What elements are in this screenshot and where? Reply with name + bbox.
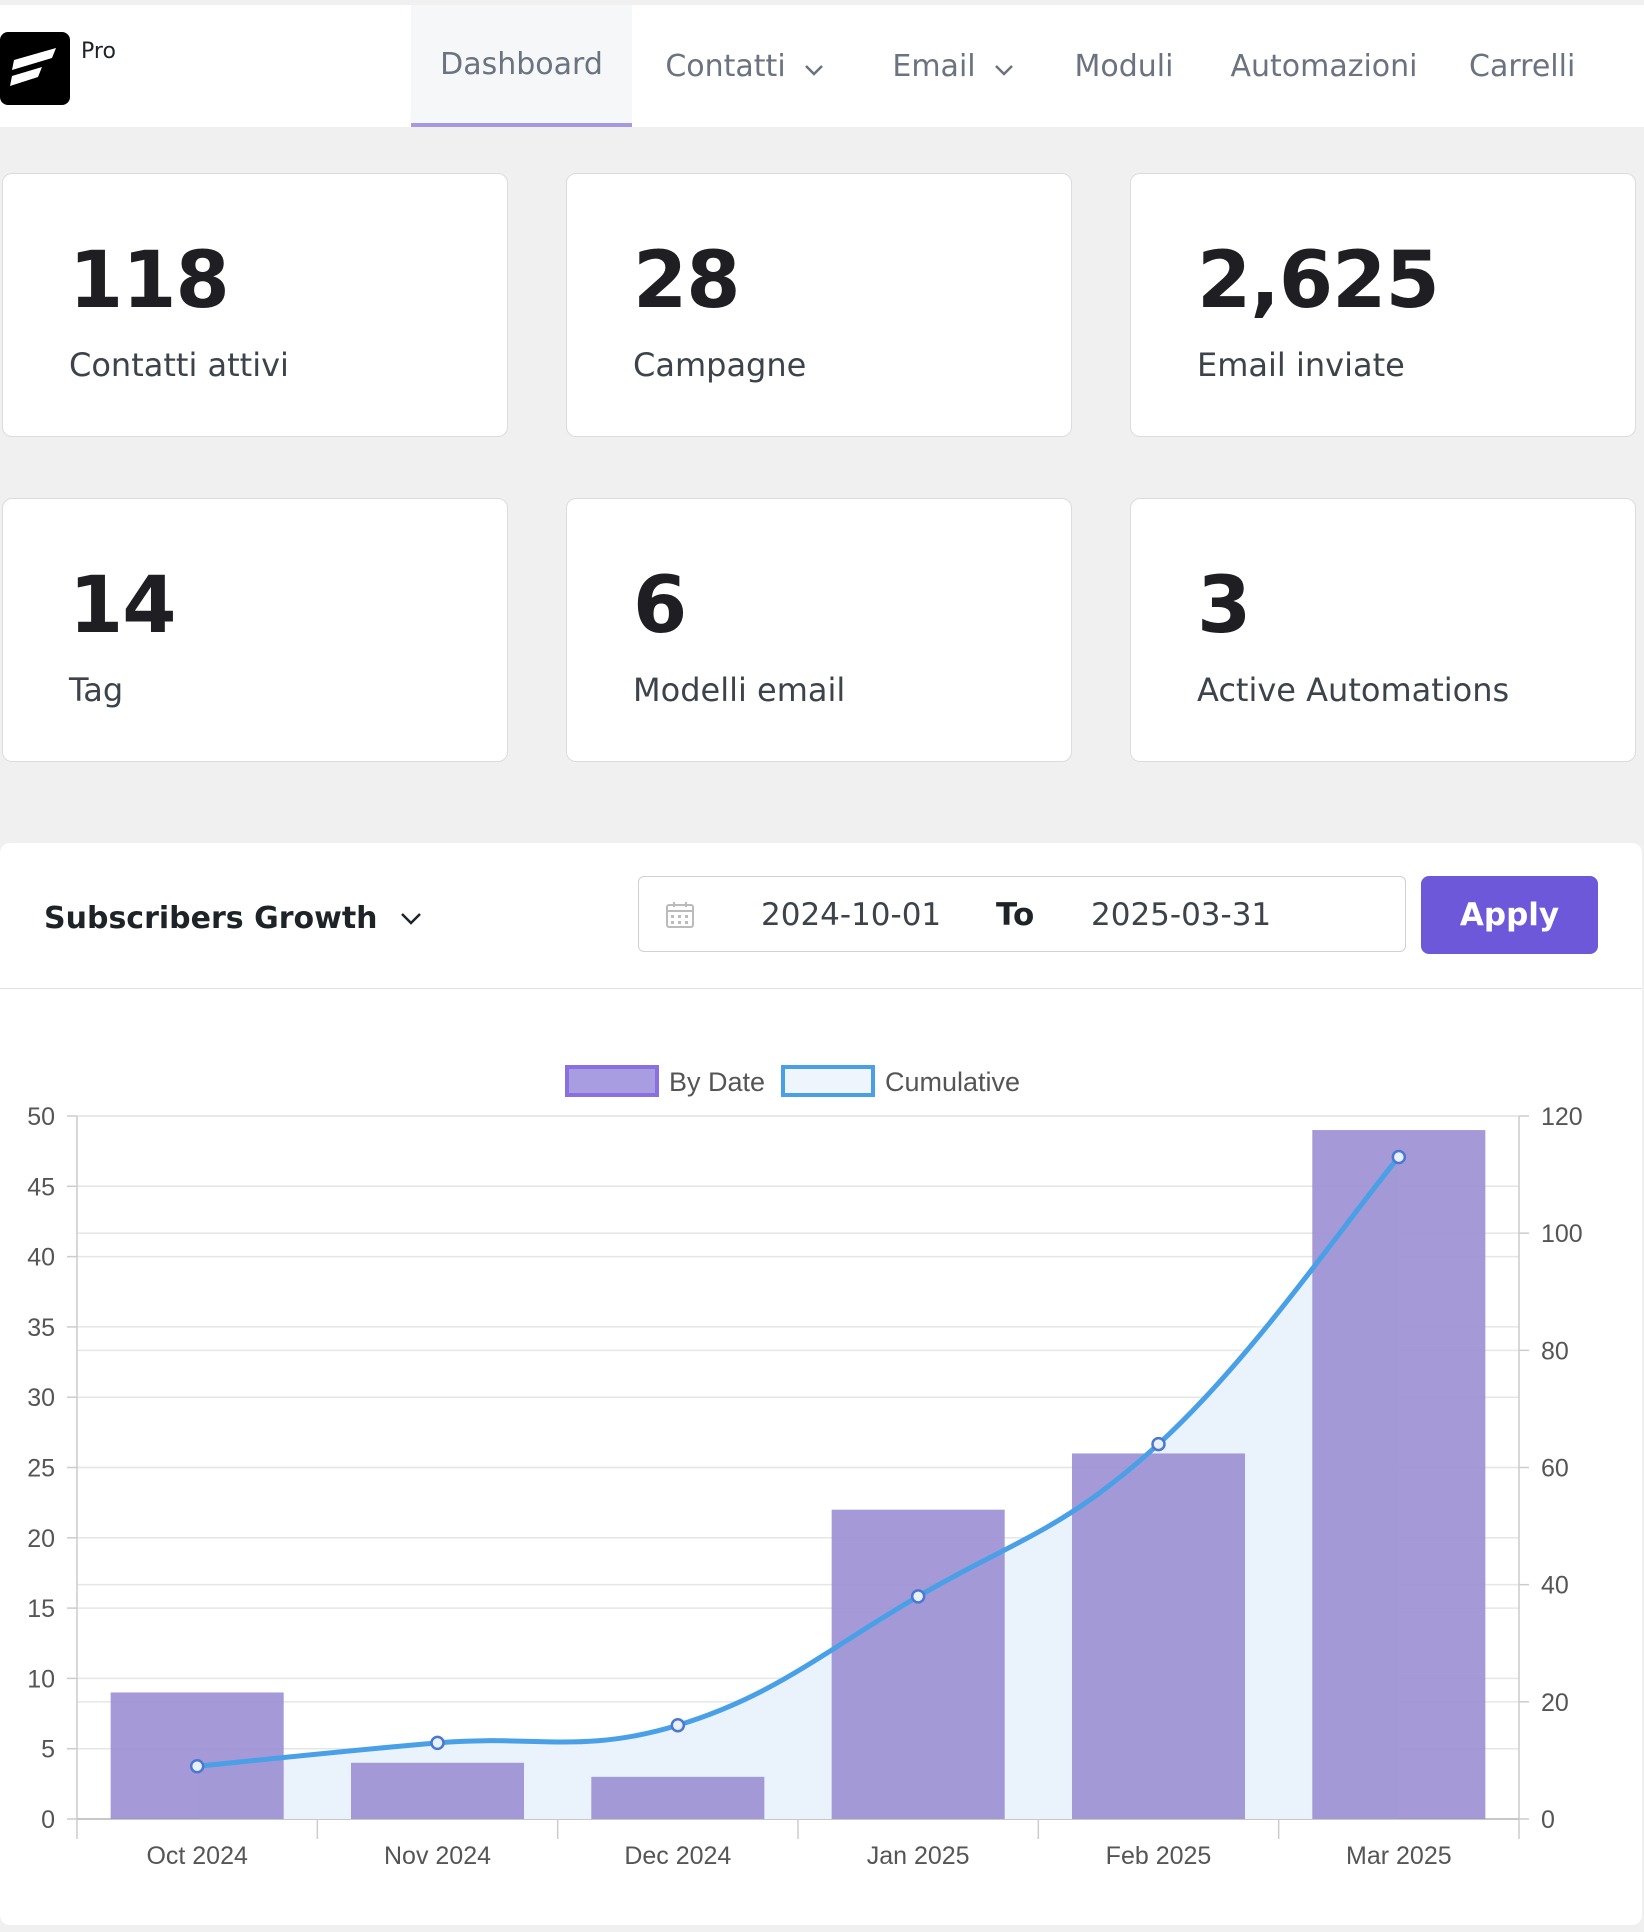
left-axis-tick-label: 15 <box>27 1595 55 1623</box>
tab-email[interactable]: Email <box>857 5 1049 127</box>
left-axis-tick-label: 35 <box>27 1314 55 1342</box>
left-axis-tick-label: 25 <box>27 1455 55 1483</box>
stat-value: 28 <box>633 236 741 326</box>
right-axis-tick-label: 40 <box>1541 1572 1569 1600</box>
date-range-picker[interactable]: 2024-10-01 To 2025-03-31 <box>638 876 1406 952</box>
left-axis-tick-label: 45 <box>27 1173 55 1201</box>
x-axis-tick-label: Mar 2025 <box>1346 1842 1452 1870</box>
tab-moduli[interactable]: Moduli <box>1049 5 1199 127</box>
right-axis-tick-label: 100 <box>1541 1220 1583 1248</box>
chevron-down-icon <box>400 912 421 925</box>
pro-badge: Pro <box>81 39 116 64</box>
stat-card-emails-sent[interactable]: 2,625 Email inviate <box>1130 173 1636 437</box>
stat-label: Modelli email <box>633 671 846 709</box>
report-panel-header: Subscribers Growth 2024-10-01 To 2025-03… <box>0 843 1642 989</box>
cumulative-point <box>1391 1149 1407 1165</box>
bar-feb-2025 <box>1071 1453 1246 1819</box>
stat-value: 6 <box>633 561 687 651</box>
right-axis-tick-label: 60 <box>1541 1455 1569 1483</box>
stat-label: Tag <box>69 671 124 709</box>
legend-swatch-by-date <box>565 1065 659 1097</box>
stat-label: Active Automations <box>1197 671 1510 709</box>
left-axis-tick-label: 5 <box>41 1736 55 1764</box>
cumulative-point <box>910 1589 926 1604</box>
bar-mar-2025 <box>1312 1130 1486 1819</box>
tab-label: Automazioni <box>1230 48 1418 84</box>
range-separator: To <box>996 897 1035 933</box>
stat-label: Email inviate <box>1197 346 1405 384</box>
chevron-down-icon <box>804 49 824 84</box>
end-date-input[interactable]: 2025-03-31 <box>1091 897 1272 933</box>
bar-oct-2024 <box>110 1692 284 1819</box>
tab-label: Moduli <box>1074 48 1174 84</box>
apply-button[interactable]: Apply <box>1421 876 1598 954</box>
chevron-down-icon <box>994 49 1014 84</box>
cumulative-point <box>670 1718 686 1733</box>
calendar-icon <box>666 902 694 928</box>
left-axis-tick-label: 10 <box>27 1665 55 1693</box>
stat-value: 14 <box>69 561 177 651</box>
stat-value: 118 <box>69 236 230 326</box>
left-axis-tick-label: 20 <box>27 1525 55 1553</box>
right-axis-tick-label: 80 <box>1541 1337 1569 1365</box>
left-axis-tick-label: 50 <box>27 1103 55 1131</box>
tab-contatti[interactable]: Contatti <box>632 5 857 127</box>
stat-value: 2,625 <box>1197 236 1440 326</box>
x-axis-tick-label: Nov 2024 <box>384 1842 491 1870</box>
tab-dashboard[interactable]: Dashboard <box>411 5 632 127</box>
x-axis-tick-label: Oct 2024 <box>146 1842 248 1870</box>
cumulative-point <box>1151 1436 1166 1452</box>
tab-label: Carrelli <box>1469 48 1576 84</box>
x-axis-tick-label: Feb 2025 <box>1106 1842 1212 1870</box>
stat-card-email-templates[interactable]: 6 Modelli email <box>566 498 1072 762</box>
bar-nov-2024 <box>350 1762 525 1819</box>
tab-label: Email <box>892 48 976 84</box>
left-axis-tick-label: 0 <box>41 1806 55 1834</box>
cumulative-point <box>430 1735 445 1751</box>
stat-card-active-automations[interactable]: 3 Active Automations <box>1130 498 1636 762</box>
legend-swatch-cumulative <box>781 1065 875 1097</box>
tab-automazioni[interactable]: Automazioni <box>1199 5 1449 127</box>
legend-label-cumulative: Cumulative <box>885 1067 1020 1097</box>
report-type-select[interactable]: Subscribers Growth <box>44 901 422 936</box>
tab-label: Dashboard <box>440 46 603 82</box>
fluentcrm-logo-icon[interactable] <box>0 32 70 105</box>
x-axis-tick-label: Jan 2025 <box>867 1842 970 1870</box>
bar-jan-2025 <box>831 1509 1005 1819</box>
right-axis-tick-label: 20 <box>1541 1689 1569 1717</box>
legend-label-by-date: By Date <box>669 1067 765 1097</box>
stat-card-active-contacts[interactable]: 118 Contatti attivi <box>2 173 508 437</box>
right-axis-tick-label: 0 <box>1541 1806 1555 1834</box>
bar-dec-2024 <box>591 1776 765 1819</box>
stat-label: Campagne <box>633 346 807 384</box>
right-axis-tick-label: 120 <box>1541 1103 1583 1131</box>
x-axis-tick-label: Dec 2024 <box>624 1842 731 1870</box>
cumulative-line <box>196 1155 1401 1769</box>
tab-label: Contatti <box>665 48 786 84</box>
left-axis-tick-label: 40 <box>27 1244 55 1272</box>
stat-card-tags[interactable]: 14 Tag <box>2 498 508 762</box>
left-axis-tick-label: 30 <box>27 1384 55 1412</box>
stat-value: 3 <box>1197 561 1251 651</box>
start-date-input[interactable]: 2024-10-01 <box>761 897 942 933</box>
main-nav: Dashboard Contatti Email Moduli Automazi… <box>411 5 1575 127</box>
cumulative-point <box>189 1759 205 1774</box>
stat-card-campaigns[interactable]: 28 Campagne <box>566 173 1072 437</box>
top-navigation-bar: Pro Dashboard Contatti Email Moduli Auto… <box>0 5 1644 127</box>
tab-carrelli[interactable]: Carrelli <box>1449 5 1575 127</box>
stat-label: Contatti attivi <box>69 346 289 384</box>
report-type-label: Subscribers Growth <box>44 901 378 936</box>
